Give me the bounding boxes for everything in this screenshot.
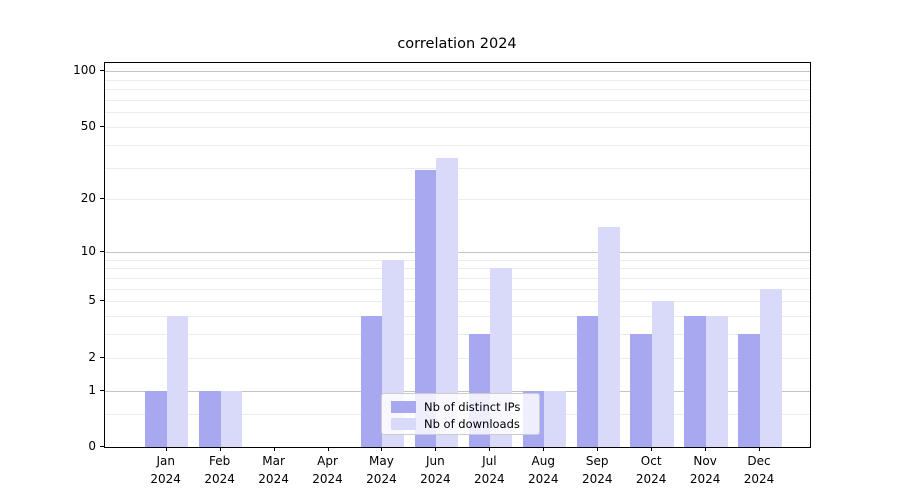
x-month-label: Nov 2024 [673, 453, 737, 488]
x-month-year: 2024 [581, 471, 613, 486]
x-month-year: 2024 [312, 471, 343, 486]
x-tick-mark [651, 447, 653, 451]
y-tick-mark [100, 389, 104, 391]
x-month-year: 2024 [258, 471, 289, 486]
y-tick-label: 2 [88, 349, 96, 364]
x-tick-mark [327, 447, 329, 451]
bar-downloads [760, 288, 782, 447]
x-tick-mark [219, 447, 221, 451]
x-month-label: Mar 2024 [242, 453, 306, 488]
x-month-name: Sep [585, 454, 609, 468]
legend: Nb of distinct IPs Nb of downloads [381, 393, 540, 435]
x-month-name: Jun [426, 454, 445, 468]
y-tick-mark [100, 300, 104, 302]
legend-item-downloads: Nb of downloads [391, 415, 531, 432]
y-tick-label: 1 [88, 382, 96, 397]
y-tick-label: 20 [80, 191, 96, 206]
x-month-name: May [369, 454, 394, 468]
bar-downloads [652, 301, 674, 447]
x-month-name: Jan [156, 454, 175, 468]
x-month-year: 2024 [420, 471, 451, 486]
bar-distinct-ips [360, 316, 383, 447]
bar-distinct-ips [630, 334, 653, 447]
x-tick-mark [381, 447, 383, 451]
bar-downloads [436, 157, 459, 447]
x-month-year: 2024 [743, 471, 775, 486]
x-month-label: Apr 2024 [296, 453, 360, 488]
bar-distinct-ips [684, 316, 707, 447]
y-tick-mark [100, 70, 104, 72]
legend-swatch-downloads [391, 417, 416, 430]
x-month-year: 2024 [527, 471, 559, 486]
legend-swatch-distinct-ips [391, 400, 416, 413]
chart-title: correlation 2024 [397, 36, 517, 52]
x-month-name: Nov [693, 454, 717, 468]
gridline-minor [105, 79, 810, 81]
y-tick-mark [100, 250, 104, 252]
gridline-minor [105, 144, 810, 146]
x-month-name: Jul [482, 454, 497, 468]
y-tick-mark [100, 126, 104, 127]
x-month-label: Dec 2024 [727, 453, 791, 488]
x-month-name: Aug [531, 454, 555, 468]
gridline-minor [105, 100, 810, 102]
bar-downloads [706, 316, 728, 447]
y-tick-mark [100, 446, 104, 447]
x-month-label: Sep 2024 [565, 453, 629, 488]
y-tick-label: 100 [73, 63, 96, 78]
x-tick-mark [759, 447, 761, 451]
x-month-year: 2024 [150, 471, 181, 486]
x-tick-mark [165, 447, 167, 451]
x-month-name: Apr [317, 454, 338, 468]
y-tick-label: 5 [88, 293, 96, 308]
x-month-name: Mar [262, 454, 285, 468]
y-tick-mark [100, 198, 104, 200]
bar-downloads [544, 390, 566, 447]
gridline-minor [105, 89, 810, 91]
y-tick-label: 0 [88, 439, 96, 453]
x-tick-mark [489, 447, 491, 451]
x-month-label: Jun 2024 [403, 453, 467, 488]
x-tick-mark [543, 447, 545, 451]
gridline-minor [105, 127, 810, 128]
x-month-label: Aug 2024 [511, 453, 575, 488]
bar-distinct-ips [414, 170, 437, 447]
bar-downloads [166, 316, 189, 447]
legend-label-distinct-ips: Nb of distinct IPs [424, 399, 521, 414]
x-month-year: 2024 [689, 471, 721, 486]
x-month-label: Feb 2024 [188, 453, 252, 488]
bar-distinct-ips [738, 334, 761, 447]
gridline-major [105, 71, 810, 73]
x-month-label: May 2024 [349, 453, 413, 488]
bar-downloads [220, 390, 243, 447]
plot-area: Nb of distinct IPs Nb of downloads [104, 62, 811, 448]
x-month-year: 2024 [635, 471, 667, 486]
x-month-name: Oct [640, 454, 662, 468]
bar-downloads [598, 226, 620, 447]
x-month-year: 2024 [474, 471, 505, 486]
bar-distinct-ips [145, 390, 167, 447]
x-tick-mark [705, 447, 707, 451]
legend-item-distinct-ips: Nb of distinct IPs [391, 398, 531, 415]
bar-distinct-ips [576, 316, 599, 447]
y-tick-label: 10 [80, 243, 96, 258]
legend-label-downloads: Nb of downloads [424, 416, 520, 431]
x-month-name: Dec [747, 454, 771, 468]
x-month-label: Jan 2024 [134, 453, 198, 488]
y-tick-label: 50 [80, 119, 96, 133]
y-tick-mark [100, 356, 104, 358]
x-tick-mark [597, 447, 599, 451]
gridline-minor [105, 112, 810, 114]
x-month-name: Feb [209, 454, 231, 468]
x-tick-mark [273, 447, 275, 451]
x-month-year: 2024 [204, 471, 235, 486]
bar-distinct-ips [198, 390, 221, 447]
x-month-year: 2024 [366, 471, 397, 486]
x-month-label: Jul 2024 [457, 453, 521, 488]
x-tick-mark [435, 447, 437, 451]
x-month-label: Oct 2024 [619, 453, 683, 488]
